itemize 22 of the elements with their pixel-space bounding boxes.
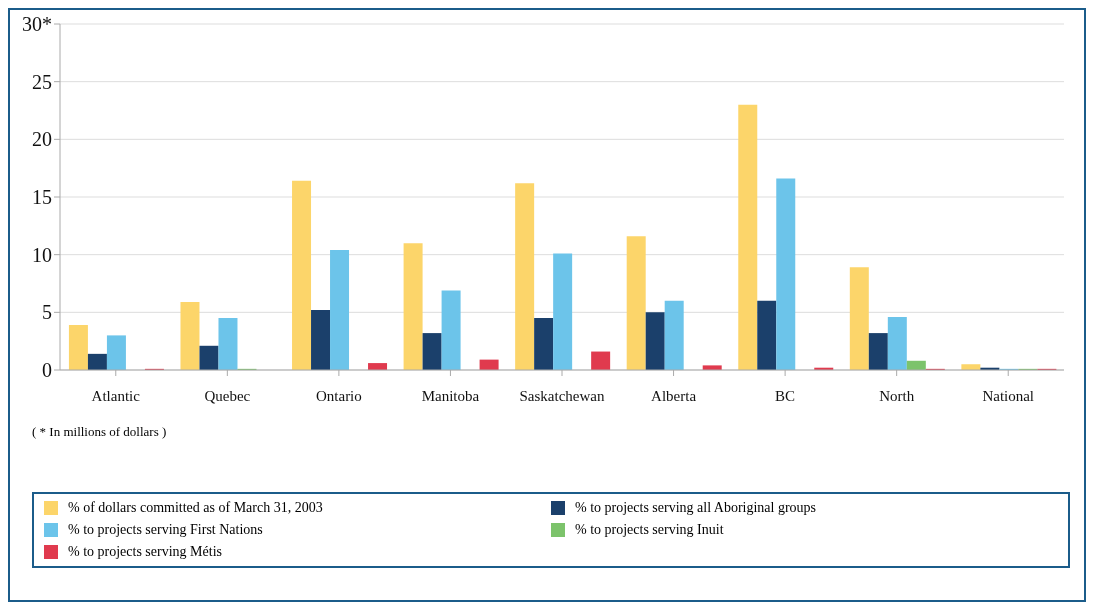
legend-label: % to projects serving all Aboriginal groups: [575, 500, 817, 516]
x-tick-label: Manitoba: [421, 387, 480, 404]
y-tick-label: 20: [32, 128, 52, 151]
y-tick-label: 25: [32, 70, 52, 93]
y-tick-label: 0: [42, 359, 52, 382]
x-tick-label: Quebec: [204, 387, 251, 404]
x-tick-label: Saskatchewan: [519, 387, 605, 404]
legend-label: % of dollars committed as of March 31, 2003: [68, 500, 323, 516]
text: ( * In millions of dollars ): [32, 424, 168, 440]
legend-label: % to projects serving First Nations: [68, 522, 263, 538]
x-tick-label: National: [982, 387, 1035, 404]
x-tick-label: Alberta: [651, 387, 697, 404]
y-tick-label: 5: [42, 301, 52, 324]
legend-label: % to projects serving Inuit: [575, 522, 724, 538]
y-tick-label: 30*: [22, 13, 52, 36]
legend-label: % to projects serving Métis: [68, 544, 222, 560]
y-tick-label: 10: [32, 243, 52, 266]
x-tick-label: Atlantic: [91, 387, 141, 404]
x-tick-label: BC: [775, 387, 796, 404]
x-tick-label: North: [879, 387, 915, 404]
y-tick-label: 15: [32, 186, 52, 209]
x-tick-label: Ontario: [315, 387, 362, 404]
